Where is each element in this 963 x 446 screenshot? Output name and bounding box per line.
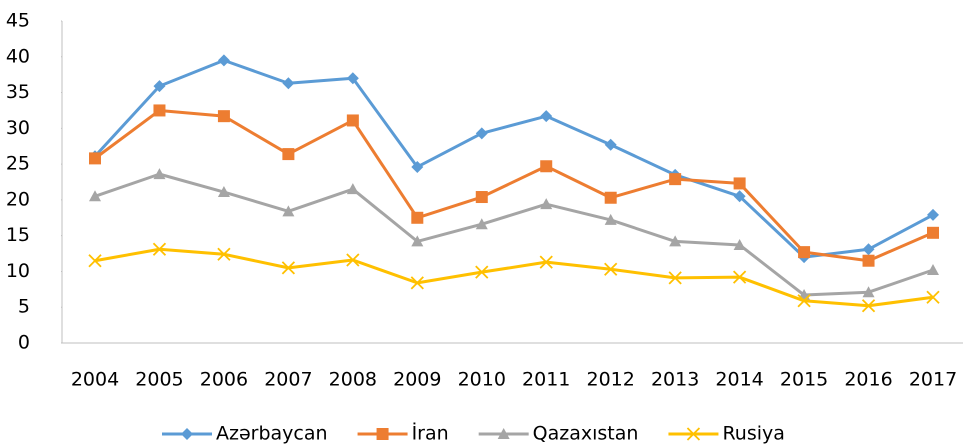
point-marker	[282, 148, 295, 161]
point-marker	[862, 286, 875, 298]
legend-marker	[181, 428, 193, 440]
y-tick-label: 0	[18, 332, 30, 354]
y-tick-label: 5	[18, 296, 30, 318]
y-tick-label: 45	[6, 10, 30, 32]
point-marker	[927, 208, 939, 221]
x-tick-label: 2017	[909, 369, 957, 391]
legend-label: Rusiya	[722, 423, 784, 445]
x-tick-label: 2014	[715, 369, 763, 391]
y-tick-label: 30	[6, 117, 30, 139]
point-marker	[604, 262, 618, 276]
series-line	[94, 108, 934, 263]
point-marker	[475, 218, 488, 230]
point-marker	[217, 54, 230, 67]
point-marker	[540, 110, 553, 123]
legend-label: İran	[412, 422, 449, 445]
point-marker	[604, 191, 617, 204]
point-marker	[669, 235, 682, 247]
point-marker	[604, 138, 617, 151]
point-marker	[540, 160, 553, 173]
point-marker	[410, 276, 424, 290]
point-marker	[797, 294, 811, 308]
point-marker	[668, 271, 682, 285]
point-marker	[733, 190, 746, 203]
point-marker	[217, 110, 230, 123]
point-marker	[346, 183, 359, 195]
series-line	[93, 58, 934, 259]
x-tick-label: 2011	[522, 369, 570, 391]
point-marker	[669, 173, 682, 186]
point-marker	[282, 205, 295, 217]
legend-label: Qazaxıstan	[533, 423, 639, 445]
point-marker	[475, 191, 488, 204]
point-marker	[281, 261, 296, 275]
x-tick-label: 2010	[458, 369, 506, 391]
legend-item: Qazaxıstan	[478, 423, 639, 445]
y-tick-label: 35	[6, 81, 30, 103]
point-marker	[89, 190, 101, 202]
point-marker	[475, 127, 488, 140]
legend-marker	[497, 428, 510, 439]
point-marker	[732, 270, 747, 284]
legend-item: İran	[357, 422, 449, 445]
x-tick-label: 2006	[200, 369, 248, 391]
x-tick-label: 2005	[135, 369, 183, 391]
x-tick-label: 2016	[844, 369, 892, 391]
point-marker	[927, 226, 939, 239]
point-marker	[153, 80, 166, 93]
legend-marker	[376, 428, 389, 440]
point-marker	[217, 186, 230, 198]
series-line	[94, 247, 934, 308]
point-marker	[733, 177, 746, 190]
point-marker	[861, 299, 876, 313]
point-marker	[346, 253, 360, 267]
point-marker	[89, 152, 101, 165]
point-marker	[798, 246, 811, 259]
legend-item: Rusiya	[668, 423, 785, 445]
point-marker	[217, 247, 231, 261]
x-tick-label: 2009	[393, 369, 441, 391]
legend-marker	[686, 427, 701, 441]
y-tick-label: 15	[6, 224, 30, 246]
point-marker	[411, 211, 424, 224]
x-tick-label: 2007	[264, 369, 312, 391]
point-marker	[475, 265, 489, 279]
point-marker	[411, 160, 424, 173]
point-marker	[153, 168, 166, 180]
point-marker	[862, 254, 875, 267]
series-line	[94, 172, 934, 297]
legend-item: Azərbaycan	[162, 423, 328, 445]
point-marker	[926, 290, 940, 304]
point-marker	[152, 242, 167, 256]
point-marker	[540, 198, 553, 210]
point-marker	[346, 72, 359, 85]
x-tick-label: 2012	[587, 369, 635, 391]
point-marker	[88, 254, 102, 268]
y-tick-label: 40	[6, 45, 30, 67]
point-marker	[411, 235, 424, 247]
x-tick-label: 2015	[780, 369, 828, 391]
point-marker	[539, 255, 553, 269]
y-tick-label: 10	[6, 260, 30, 282]
x-tick-label: 2013	[651, 369, 699, 391]
point-marker	[282, 77, 295, 90]
point-marker	[927, 264, 939, 276]
x-tick-label: 2004	[71, 369, 119, 391]
y-tick-label: 20	[6, 188, 30, 210]
point-marker	[346, 114, 359, 127]
y-tick-label: 25	[6, 153, 30, 175]
x-tick-label: 2008	[329, 369, 377, 391]
point-marker	[733, 238, 746, 250]
legend-label: Azərbaycan	[216, 423, 328, 445]
point-marker	[604, 213, 617, 225]
point-marker	[153, 104, 166, 117]
point-marker	[862, 243, 875, 256]
